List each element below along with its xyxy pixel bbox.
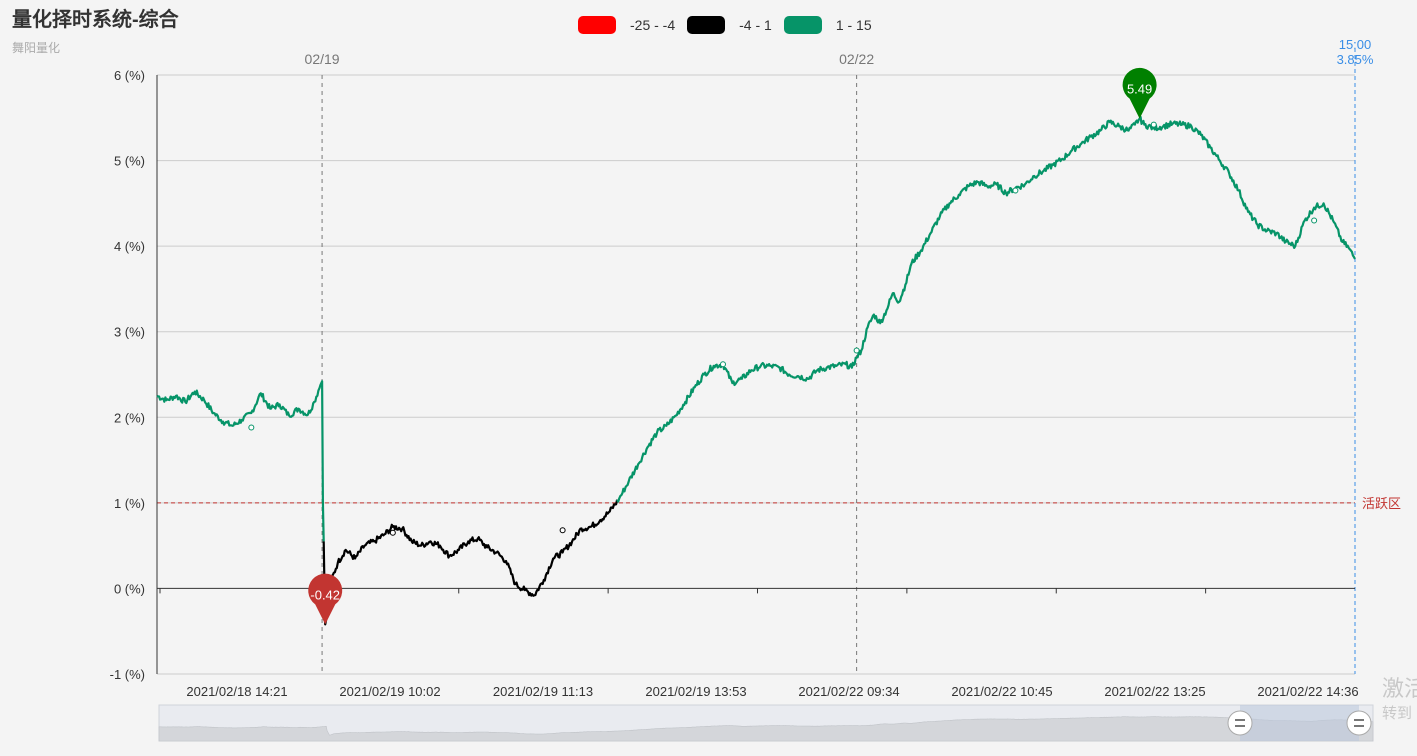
x-tick-label: 2021/02/19 10:02 <box>339 684 440 699</box>
x-tick-label: 2021/02/22 10:45 <box>951 684 1052 699</box>
chart-title: 量化择时系统-综合 <box>12 9 179 31</box>
x-tick-label: 2021/02/22 14:36 <box>1257 684 1358 699</box>
legend-label: 1 - 15 <box>835 17 872 33</box>
max-pin-label: 5.49 <box>1127 82 1152 97</box>
line-layer <box>156 115 1356 626</box>
grid-layer <box>157 48 1356 675</box>
data-point <box>389 529 396 536</box>
legend-swatch <box>687 16 726 34</box>
date-marker-label: 02/19 <box>305 51 340 67</box>
x-tick-label: 2021/02/18 14:21 <box>186 684 287 699</box>
y-tick-label: 6 (%) <box>114 68 145 83</box>
min-pin-label: -0.42 <box>310 587 340 602</box>
data-point <box>1150 121 1157 128</box>
slider-handle-knob <box>1346 710 1372 736</box>
legend-label: -25 - -4 <box>630 17 676 33</box>
y-tick-label: 2 (%) <box>114 410 145 425</box>
legend-label: -4 - 1 <box>739 17 772 33</box>
series-line-segment <box>322 499 619 626</box>
y-tick-label: 5 (%) <box>114 154 145 169</box>
data-point <box>559 527 566 534</box>
data-point <box>1012 187 1019 194</box>
x-tick-label: 2021/02/19 11:13 <box>493 684 593 699</box>
legend-swatch <box>578 16 616 34</box>
y-tick-label: 4 (%) <box>114 239 145 254</box>
legend-item-mid[interactable]: -4 - 1 <box>687 16 772 34</box>
legend-swatch <box>783 16 822 34</box>
data-point <box>853 347 860 354</box>
series-line-segment <box>616 115 1356 503</box>
watermark-line1: 激活 <box>1382 676 1417 701</box>
data-point <box>248 424 255 431</box>
slider-left-handle[interactable] <box>1227 710 1253 736</box>
marker-layer: -0.42 5.49 <box>248 67 1318 625</box>
watermark-line2: 转到 <box>1382 705 1413 722</box>
y-tick-label: 1 (%) <box>114 496 145 511</box>
min-pin-marker <box>308 573 343 625</box>
data-zoom-slider <box>158 704 1374 742</box>
axis-layer: -1 (%) 0 (%) 1 (%) 2 (%) 3 (%) 4 (%) 5 (%) 6 (%… <box>110 37 1401 699</box>
legend-item-high[interactable]: 1 - 15 <box>783 16 872 34</box>
y-tick-label: -1 (%) <box>110 667 145 682</box>
slider-handle-knob <box>1227 710 1253 736</box>
legend: -25 - -4 -4 - 1 1 - 15 <box>578 16 884 34</box>
max-pin-marker <box>1122 67 1157 119</box>
data-point <box>719 361 726 368</box>
chart-subtitle: 舞阳量化 <box>12 41 61 55</box>
x-tick-label: 2021/02/22 13:25 <box>1104 684 1205 699</box>
cursor-time-label: 15:00 <box>1339 37 1372 52</box>
y-tick-label: 0 (%) <box>114 581 145 596</box>
data-point <box>1311 217 1318 224</box>
slider-mini-area <box>158 716 1374 742</box>
slider-right-handle[interactable] <box>1346 710 1372 736</box>
y-tick-label: 3 (%) <box>114 325 145 340</box>
x-tick-label: 2021/02/19 13:53 <box>645 684 746 699</box>
cursor-value-label: 3.85% <box>1337 52 1374 67</box>
active-zone-label: 活跃区 <box>1362 496 1401 511</box>
series-line-segment <box>156 380 325 542</box>
x-tick-label: 2021/02/22 09:34 <box>798 684 899 699</box>
legend-item-low[interactable]: -25 - -4 <box>578 16 675 34</box>
slider-selected-window <box>1240 705 1359 741</box>
activation-watermark: 激活 转到 <box>1382 674 1417 724</box>
date-marker-label: 02/22 <box>839 51 874 67</box>
